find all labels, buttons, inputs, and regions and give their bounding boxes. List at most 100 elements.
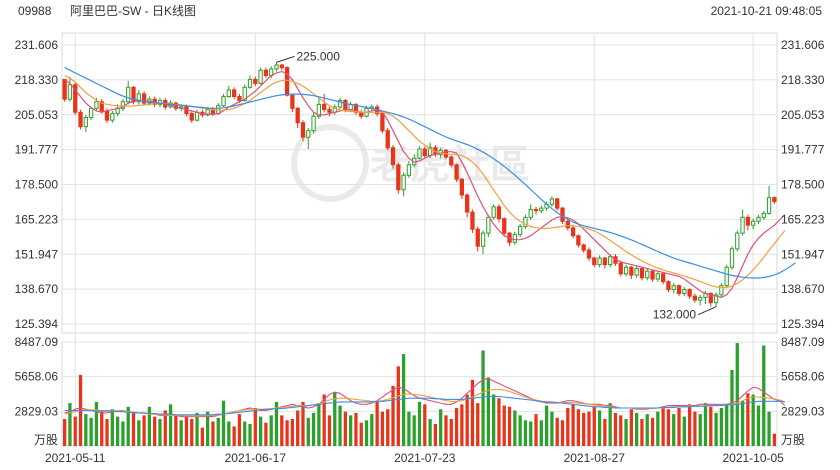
- candle: [295, 107, 300, 129]
- volume-bar: [412, 415, 416, 446]
- volume-bar: [486, 377, 490, 446]
- candle-body: [231, 89, 237, 98]
- volume-bar: [439, 409, 443, 446]
- volume-bar: [502, 405, 506, 446]
- candle: [67, 76, 73, 102]
- volume-bar: [349, 415, 353, 446]
- volume-bar: [391, 385, 395, 446]
- x-tick-label: 2021-08-27: [564, 451, 626, 465]
- candle: [300, 120, 306, 142]
- candle: [597, 255, 602, 268]
- candle-body: [735, 232, 740, 250]
- candle-body: [126, 86, 131, 103]
- candle: [491, 204, 496, 220]
- volume-ma-layer: [64, 378, 786, 418]
- volume-bar: [582, 412, 586, 446]
- volume-bar: [174, 415, 178, 446]
- candle: [735, 230, 740, 252]
- volume-bar: [68, 403, 72, 446]
- candle-body: [88, 107, 94, 119]
- candle: [756, 214, 761, 224]
- volume-bar: [677, 408, 681, 446]
- candle: [284, 66, 290, 97]
- volume-bar: [661, 408, 665, 446]
- candle-body: [390, 147, 396, 166]
- volume-bar: [105, 419, 109, 446]
- volume-bar: [301, 401, 305, 446]
- candle: [390, 145, 396, 169]
- candle-body: [618, 262, 623, 275]
- volume-bar: [327, 415, 332, 446]
- x-tick-label: 2021-10-05: [722, 451, 784, 465]
- candle: [698, 294, 703, 306]
- candle-body: [470, 211, 475, 230]
- candle: [761, 210, 766, 220]
- volume-bar: [179, 420, 183, 446]
- candle-body: [385, 130, 390, 149]
- candle-body: [719, 285, 724, 296]
- candle: [110, 110, 115, 123]
- price-tick-right: 138.670: [781, 282, 825, 296]
- candle: [99, 99, 104, 114]
- candle-body: [226, 89, 231, 98]
- volume-bar: [184, 415, 189, 446]
- price-plot-frame: [61, 32, 778, 334]
- candle-body: [533, 208, 539, 212]
- candle: [247, 75, 253, 89]
- candle-body: [645, 270, 650, 279]
- candle-body: [141, 93, 147, 104]
- candle-body: [295, 107, 300, 124]
- volume-bar: [115, 416, 120, 446]
- candle-body: [676, 285, 682, 295]
- candle: [62, 78, 67, 102]
- volume-bar: [142, 415, 146, 446]
- candle-body: [512, 233, 517, 243]
- volume-tick-left: 5658.06: [15, 370, 59, 384]
- axis-ticks: 231.606 231.606 218.330 218.330 205.053 205.0…: [15, 38, 825, 465]
- candle-body: [586, 249, 592, 259]
- volume-bar: [322, 394, 326, 446]
- volume-bar: [380, 411, 385, 446]
- candle-body: [602, 257, 608, 266]
- volume-bar: [672, 414, 676, 446]
- candle-body: [242, 86, 247, 101]
- volume-bar: [158, 419, 162, 446]
- volume-bar: [364, 420, 369, 446]
- annotation-leader: [276, 55, 295, 63]
- candle: [465, 193, 470, 218]
- volume-bar: [131, 412, 136, 446]
- candle: [258, 67, 263, 85]
- volume-bar: [756, 405, 761, 446]
- volume-bar: [84, 414, 88, 446]
- volume-bar: [687, 404, 692, 446]
- candle: [263, 67, 269, 79]
- volume-tick-left: 万股: [34, 433, 58, 447]
- volume-bar: [597, 410, 602, 446]
- candle-body: [629, 266, 634, 276]
- candle: [496, 204, 502, 223]
- candle: [231, 87, 237, 100]
- candle: [682, 286, 687, 297]
- candle-body: [698, 296, 703, 301]
- candle-body: [449, 156, 454, 166]
- candle-body: [528, 208, 533, 218]
- candle: [306, 128, 311, 150]
- volume-bar: [89, 417, 93, 446]
- candle: [639, 267, 645, 281]
- volume-bar: [264, 422, 268, 446]
- candle-body: [120, 101, 126, 109]
- volume-bar: [423, 404, 427, 446]
- volume-bar: [121, 421, 125, 446]
- candle: [570, 225, 576, 239]
- candle-body: [549, 198, 555, 205]
- candle: [422, 146, 427, 159]
- volume-tick-left: 2829.03: [15, 404, 59, 418]
- candle-body: [576, 235, 581, 246]
- candle-body: [422, 148, 427, 157]
- grid: [62, 33, 777, 446]
- volume-bar: [481, 350, 485, 446]
- volume-bar: [386, 409, 390, 446]
- volume-bar: [492, 394, 496, 446]
- candle-body: [517, 226, 523, 235]
- candle-body: [136, 93, 141, 103]
